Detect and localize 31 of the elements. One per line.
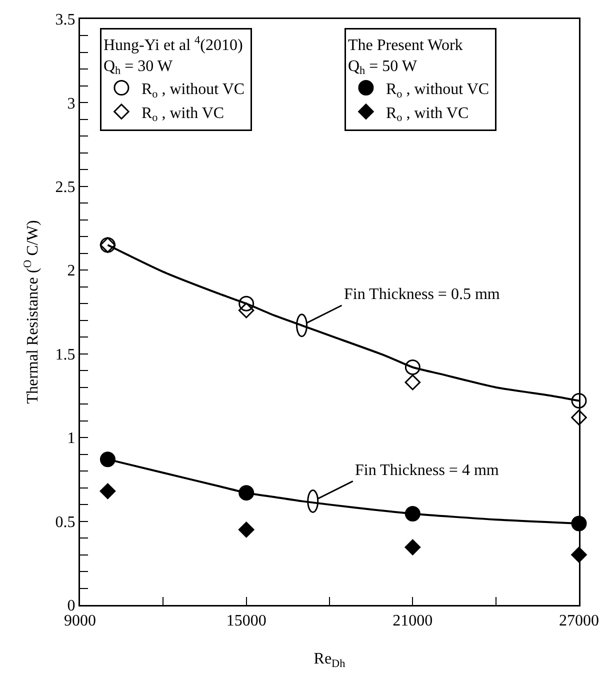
text: Hung-Yi et al $^{4}$(2010) Q$_{h}$ = 30 W: [103, 34, 243, 78]
point: [100, 452, 116, 468]
x-tick-label: 9000: [64, 612, 96, 630]
y-tick-label: 2.5: [55, 179, 76, 196]
y-tick-label: 2: [67, 262, 76, 280]
legend-label: R$_{o}$ , without VC: [386, 81, 490, 100]
legend-label: R$_{o}$ , with VC: [141, 104, 224, 124]
point: [238, 296, 254, 312]
y-tick-label: 0: [67, 598, 76, 615]
point: [238, 302, 254, 318]
point: [571, 392, 587, 408]
x-tick-label: 15000: [226, 612, 266, 630]
legend-label: R$_{o}$ , with VC: [386, 104, 469, 124]
y-tick-label: 0.5: [55, 514, 76, 531]
x-tick-label: 27000: [559, 612, 599, 630]
annotation: Fin Thickness = 0.5 mm: [344, 286, 500, 303]
y-tick-label: 3.5: [55, 12, 76, 29]
y-tick-label: 3: [67, 95, 76, 112]
point: [571, 410, 587, 426]
point: [404, 360, 420, 375]
x-axis-title: Re$_{Dh}$: [314, 650, 346, 670]
point: [100, 483, 116, 500]
point: [404, 539, 421, 556]
x-tick-label: 21000: [392, 612, 433, 630]
text: The Present Work Q$_{h}$ = 50 W: [348, 37, 463, 78]
annotation: Fin Thickness = 4 mm: [355, 462, 500, 479]
legend-label: R$_{o}$ , without VC: [141, 81, 245, 100]
point: [404, 374, 421, 390]
y-tick-label: 1: [67, 430, 76, 448]
y-tick-label: 1.5: [55, 346, 76, 364]
point: [238, 522, 254, 538]
